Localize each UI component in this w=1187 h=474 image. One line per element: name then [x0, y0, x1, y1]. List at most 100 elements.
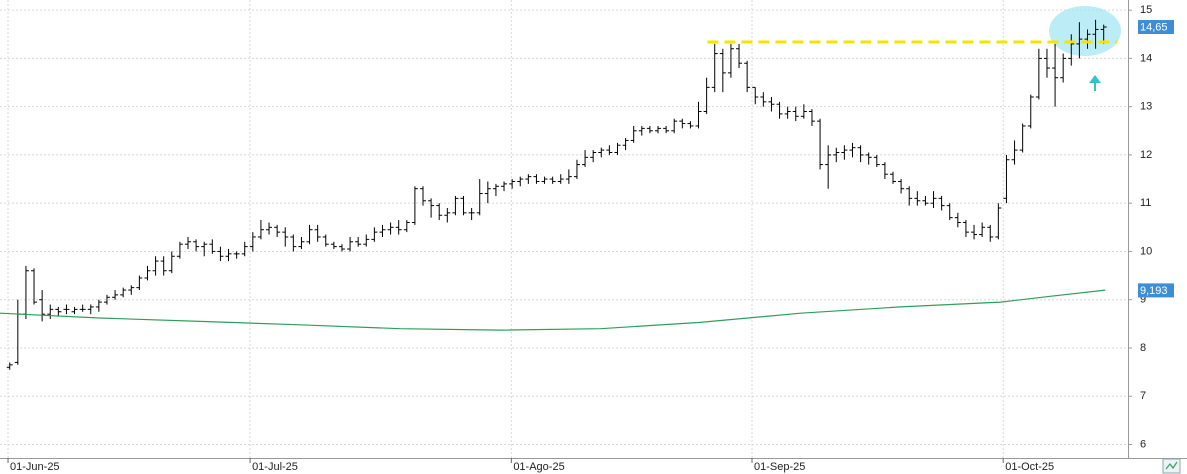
moving-average-line: [0, 289, 1106, 331]
ohlc-bar: [87, 304, 94, 315]
ohlc-bar: [1027, 94, 1034, 129]
ohlc-bar: [565, 169, 572, 184]
axes: 6 7 8 9 10 11 12 13 14 15 01-Jun-25 01-Jul-25 01-Ago…: [7, 4, 1174, 473]
y-tick-label: 10: [1140, 245, 1152, 257]
ohlc-bar: [1011, 140, 1018, 165]
ohlc-bar: [217, 246, 224, 262]
ohlc-bar: [979, 222, 986, 237]
ohlc-bar: [176, 241, 183, 259]
y-tick-label: 12: [1140, 149, 1152, 161]
scale-icon: [1165, 461, 1178, 470]
ohlc-bar: [501, 181, 508, 192]
ohlc-bar: [120, 287, 127, 298]
ohlc-bar: [266, 222, 273, 235]
ohlc-bar: [606, 145, 613, 155]
ohlc-bar: [930, 191, 937, 209]
ohlc-bar: [1035, 48, 1042, 100]
ohlc-bar: [808, 109, 815, 126]
ohlc-bar: [825, 145, 832, 189]
ohlc-bar: [428, 198, 435, 218]
ohlc-bar: [330, 241, 337, 250]
ohlc-bar: [663, 125, 670, 134]
ohlc-bar: [971, 224, 978, 240]
ohlc-bar: [533, 174, 540, 184]
y-tick-label: 6: [1140, 438, 1146, 450]
ohlc-bar: [6, 362, 13, 370]
ohlc-bar: [338, 244, 345, 252]
grid: [0, 0, 1128, 458]
ohlc-bar: [387, 222, 394, 235]
ohlc-bar: [1076, 22, 1083, 59]
ohlc-bar: [306, 224, 313, 245]
x-tick-label: 01-Sep-25: [754, 461, 805, 473]
ohlc-bar: [914, 191, 921, 206]
ohlc-bar: [849, 142, 856, 158]
ohlc-bar: [355, 236, 362, 247]
y-tick-label: 13: [1140, 101, 1152, 113]
ohlc-bar: [225, 249, 232, 262]
ohlc-bar: [47, 304, 54, 320]
ohlc-bar: [420, 186, 426, 206]
ohlc-bar: [379, 224, 386, 237]
ohlc-bar: [881, 162, 888, 180]
ohlc-bar: [509, 179, 516, 189]
ohlc-bar: [1068, 34, 1075, 66]
ohlc-bar: [655, 125, 661, 134]
ohlc-bar: [962, 220, 969, 237]
price-label: 14,65: [1140, 21, 1168, 33]
ohlc-bar: [55, 306, 62, 317]
ohlc-bar: [1052, 43, 1059, 107]
ohlc-bar: [541, 176, 548, 184]
ohlc-bar: [549, 176, 556, 184]
x-tick-label: 01-Ago-25: [513, 461, 564, 473]
ohlc-bar: [233, 251, 240, 259]
arrow-icon: [1089, 75, 1101, 91]
plot: [0, 19, 1118, 370]
ohlc-bar: [622, 138, 629, 151]
ohlc-bar: [1019, 123, 1026, 153]
ohlc-bar: [160, 256, 167, 276]
ohlc-bar: [873, 154, 880, 167]
ohlc-bar: [274, 224, 281, 237]
ohlc-bar: [314, 224, 321, 242]
y-tick-label: 11: [1140, 197, 1151, 209]
ohlc-bar: [898, 179, 905, 194]
ohlc-bar: [598, 147, 605, 158]
x-tick-label: 01-Jul-25: [252, 461, 298, 473]
ohlc-bar: [630, 125, 637, 143]
ohlc-bar: [752, 86, 759, 105]
ohlc-bar: [833, 147, 840, 163]
ohlc-bar: [484, 181, 491, 204]
y-tick-label: 9: [1140, 294, 1146, 306]
ohlc-bar: [444, 208, 451, 223]
ohlc-bar: [638, 125, 645, 136]
price-label: 9,193: [1140, 285, 1168, 297]
ohlc-bar: [209, 239, 216, 254]
ohlc-bar: [298, 236, 305, 250]
ohlc-bar: [695, 101, 702, 129]
ohlc-bar: [468, 208, 475, 221]
ohlc-bar: [492, 183, 499, 196]
ohlc-bar: [144, 265, 151, 281]
ohlc-bar: [363, 234, 370, 247]
ohlc-bar: [525, 174, 532, 184]
ohlc-bar: [71, 306, 78, 315]
ohlc-bar: [906, 186, 913, 206]
ohlc-bar: [1092, 19, 1099, 49]
ohlc-bar: [257, 220, 264, 240]
price-label-box: [1138, 20, 1174, 35]
ohlc-bar: [290, 234, 297, 252]
ohlc-bar: [987, 224, 994, 242]
ohlc-bar: [946, 203, 953, 221]
ohlc-bar: [460, 195, 467, 216]
ohlc-bar: [347, 236, 354, 252]
ohlc-bar: [776, 101, 783, 119]
ohlc-bar: [395, 220, 402, 235]
ohlc-bar: [995, 203, 1002, 240]
ohlc-bar: [79, 304, 86, 312]
ohlc-bar: [249, 232, 256, 252]
ohlc-bar: [744, 60, 751, 93]
ohlc-bar: [112, 290, 119, 300]
